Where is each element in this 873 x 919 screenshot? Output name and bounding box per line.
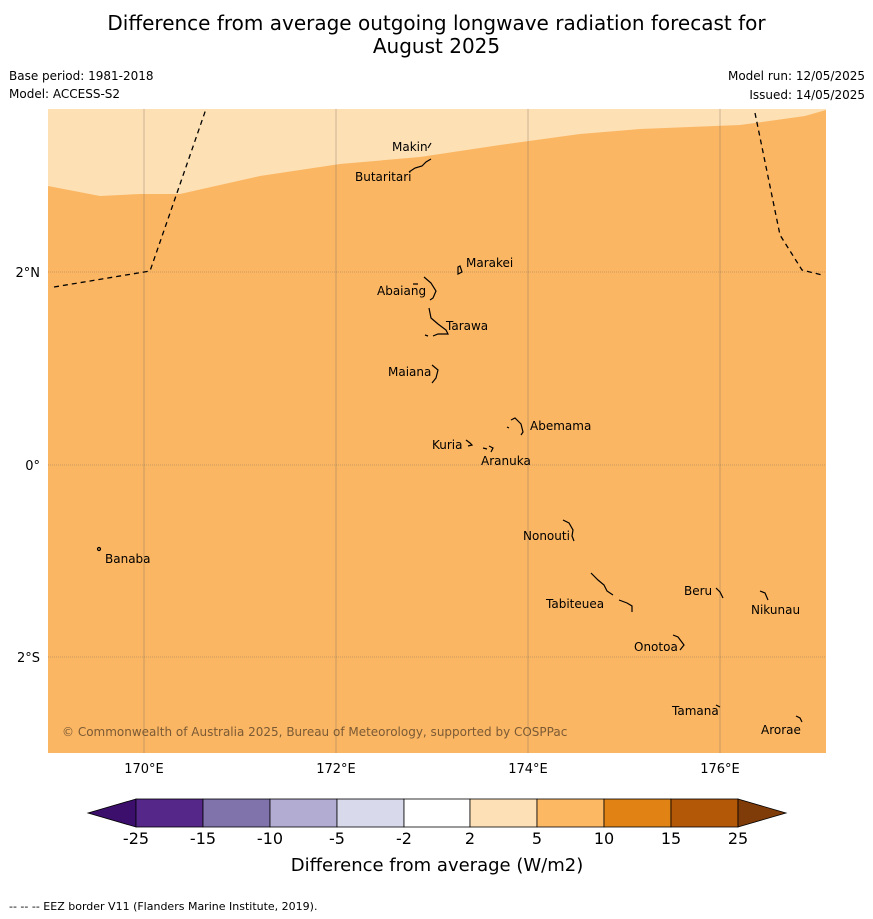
island-outlines (96, 142, 803, 723)
island-butaritari (408, 158, 432, 173)
anomaly-field-2-5 (48, 109, 826, 196)
island-label: Onotoa (634, 640, 678, 654)
island-maiana (431, 364, 439, 384)
island-tamana (715, 704, 721, 708)
lon-label: 170°E (124, 762, 164, 777)
island-banaba (96, 546, 102, 552)
island-tabiteuea (590, 572, 633, 612)
island-label: Abaiang (377, 284, 426, 298)
colorbar-tick: 2 (465, 829, 475, 848)
colorbar-tick: 5 (532, 829, 542, 848)
island-label: Tabiteuea (545, 597, 604, 611)
island-label: Abemama (530, 419, 591, 433)
island-label: Marakei (466, 256, 513, 270)
island-tarawa (424, 307, 449, 337)
colorbar-ticks: -25 -15 -10 -5 -2 2 5 10 15 25 (123, 829, 748, 848)
island-onotoa (672, 634, 685, 651)
island-marakei (457, 265, 463, 275)
island-label: Aranuka (481, 454, 531, 468)
colorbar-segment (202, 798, 271, 828)
island-label: Beru (684, 584, 712, 598)
island-makin (427, 142, 432, 149)
title-line-1: Difference from average outgoing longwav… (107, 11, 766, 35)
lon-label: 172°E (316, 762, 356, 777)
colorbar-segment (135, 798, 204, 828)
eez-border (53, 108, 823, 288)
copyright-notice: © Commonwealth of Australia 2025, Bureau… (62, 725, 567, 739)
island-beru (715, 587, 724, 599)
model-name: Model: ACCESS-S2 (9, 87, 121, 101)
base-period: Base period: 1981-2018 (9, 69, 154, 83)
colorbar-tick: -10 (257, 829, 283, 848)
colorbar-segment (536, 798, 605, 828)
lon-label: 176°E (700, 762, 740, 777)
island-labels: Makin Butaritari Marakei Abaiang Tarawa … (105, 140, 801, 737)
island-label: Makin (392, 140, 428, 154)
colorbar-segment (469, 798, 538, 828)
title-line-2: August 2025 (372, 34, 501, 58)
axis-labels: 2°N 0° 2°S 170°E 172°E 174°E 176°E (16, 266, 740, 777)
island-label: Banaba (105, 552, 151, 566)
colorbar-extend-low (86, 798, 137, 828)
colorbar-tick: -2 (396, 829, 412, 848)
graticule (48, 109, 826, 753)
colorbar-tick: -25 (123, 829, 149, 848)
island-kuria (465, 439, 474, 447)
model-run-date: Model run: 12/05/2025 (727, 69, 865, 83)
island-label: Tarawa (445, 319, 488, 333)
colorbar-segment (603, 798, 672, 828)
colorbar-tick: 25 (728, 829, 748, 848)
island-arorae (795, 715, 803, 723)
island-label: Butaritari (355, 170, 412, 184)
lat-label: 2°S (17, 651, 40, 666)
island-label: Kuria (432, 438, 463, 452)
island-label: Maiana (388, 365, 431, 379)
colorbar-segment (269, 798, 338, 828)
colorbar-label: Difference from average (W/m2) (291, 855, 583, 876)
issued-date: Issued: 14/05/2025 (749, 88, 865, 102)
island-abaiang (413, 276, 437, 301)
colorbar-tick: 15 (661, 829, 681, 848)
island-nonouti (562, 519, 575, 542)
colorbar-tick: 10 (594, 829, 614, 848)
island-aranuka (482, 445, 494, 453)
lat-label: 2°N (16, 266, 41, 281)
lon-label: 174°E (508, 762, 548, 777)
island-nikunau (759, 590, 769, 601)
colorbar-segment (336, 798, 405, 828)
island-label: Tamana (671, 704, 719, 718)
lat-label: 0° (25, 459, 40, 474)
map-title: Difference from average outgoing longwav… (0, 12, 873, 58)
island-label: Nonouti (523, 529, 570, 543)
eez-footnote: -- -- -- EEZ border V11 (Flanders Marine… (9, 900, 318, 913)
colorbar-segment (670, 798, 739, 828)
anomaly-field-5-10 (48, 109, 826, 753)
colorbar (86, 798, 788, 828)
island-label: Nikunau (751, 603, 800, 617)
island-label: Arorae (761, 723, 801, 737)
colorbar-extend-high (737, 798, 788, 828)
colorbar-tick: -15 (190, 829, 216, 848)
colorbar-tick: -5 (329, 829, 345, 848)
island-abemama (506, 417, 524, 436)
colorbar-segment (403, 798, 471, 828)
